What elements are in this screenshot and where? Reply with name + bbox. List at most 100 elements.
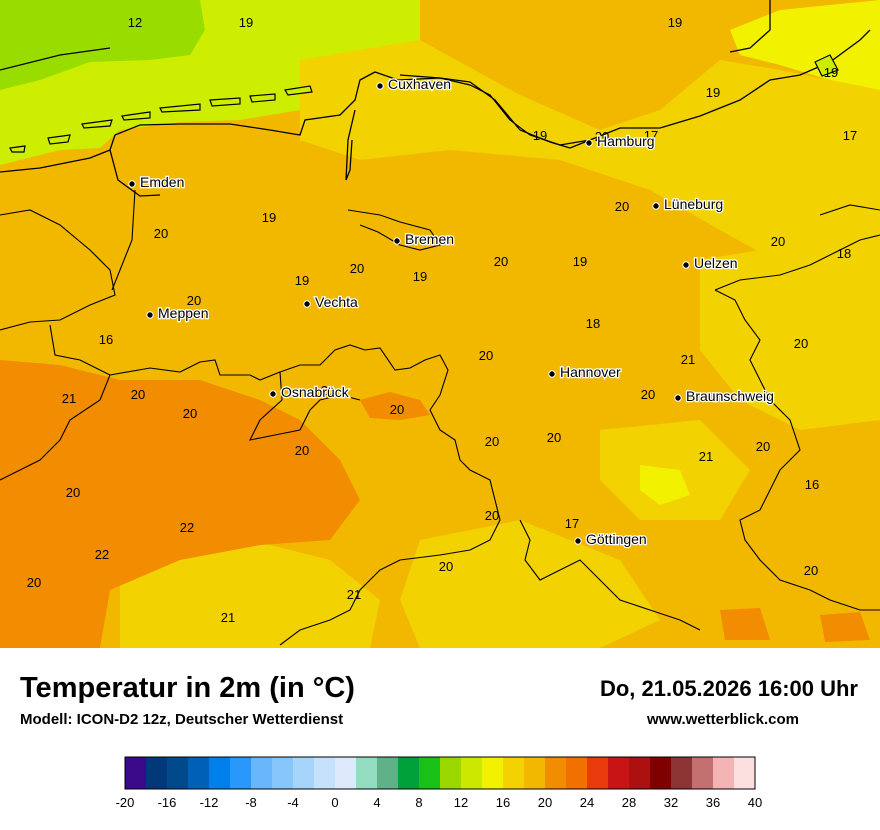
- temperature-value: 20: [479, 348, 493, 363]
- temperature-value: 20: [794, 336, 808, 351]
- temperature-value: 21: [347, 587, 361, 602]
- temperature-value: 17: [644, 128, 658, 143]
- temperature-value: 21: [699, 449, 713, 464]
- city-braunschweig: Braunschweig: [674, 387, 775, 405]
- legend-swatch: [398, 757, 420, 789]
- legend-swatch: [272, 757, 294, 789]
- city-label: Göttingen: [586, 531, 647, 547]
- temperature-labels: 12 19 19 19 19 17 17 19 20 20 19 20 20 18 20 19 20 19 19 20…: [27, 15, 857, 625]
- legend-tick-label: -20: [116, 795, 135, 810]
- city-label: Cuxhaven: [388, 76, 451, 92]
- temperature-value: 19: [262, 210, 276, 225]
- temperature-value: 20: [27, 575, 41, 590]
- temperature-value: 20: [131, 387, 145, 402]
- legend-swatch: [419, 757, 441, 789]
- warm-spot-east: [820, 612, 870, 642]
- temperature-value: 21: [321, 383, 335, 398]
- legend-tick-label: 16: [496, 795, 510, 810]
- temperature-value: 20: [494, 254, 508, 269]
- city-marker-dot: [674, 394, 682, 402]
- temperature-value: 20: [641, 387, 655, 402]
- temperature-value: 20: [183, 406, 197, 421]
- legend-tick-label: -12: [200, 795, 219, 810]
- temperature-value: 20: [595, 129, 609, 144]
- city-label: Vechta: [315, 294, 358, 310]
- city-marker-dot: [146, 311, 154, 319]
- city-emden: Emden: [128, 173, 186, 191]
- legend-swatch: [230, 757, 252, 789]
- warm-spot-southeast: [720, 608, 770, 640]
- city-cuxhaven: Cuxhaven: [376, 75, 452, 93]
- city-vechta: Vechta: [303, 293, 359, 311]
- legend-tick-label: 0: [331, 795, 338, 810]
- city-label: Hannover: [560, 364, 621, 380]
- northeast-cool-area: [730, 0, 880, 90]
- temperature-value: 20: [66, 485, 80, 500]
- city-label: Lüneburg: [664, 196, 723, 212]
- legend-tick-label: 24: [580, 795, 594, 810]
- city-marker-dot: [269, 390, 277, 398]
- city-osnabrueck: Osnabrück: [269, 383, 351, 401]
- temperature-value: 20: [350, 261, 364, 276]
- legend-tick-label: 8: [415, 795, 422, 810]
- temperature-value: 18: [837, 246, 851, 261]
- temperature-value: 18: [586, 316, 600, 331]
- city-marker-dot: [574, 537, 582, 545]
- temperature-value: 20: [295, 443, 309, 458]
- temperature-value: 12: [128, 15, 142, 30]
- legend-tick-label: 28: [622, 795, 636, 810]
- temperature-value: 16: [805, 477, 819, 492]
- legend-swatch: [440, 757, 462, 789]
- temperature-value: 19: [668, 15, 682, 30]
- city-meppen: Meppen: [146, 304, 210, 322]
- legend-swatch: [356, 757, 378, 789]
- temperature-value: 19: [824, 65, 838, 80]
- temperature-value: 17: [843, 128, 857, 143]
- legend-swatch: [650, 757, 672, 789]
- city-bremen: Bremen: [393, 230, 455, 248]
- temperature-value: 19: [573, 254, 587, 269]
- temperature-value: 22: [180, 520, 194, 535]
- city-label: Osnabrück: [281, 384, 350, 400]
- temperature-map: 12 19 19 19 19 17 17 19 20 20 19 20 20 18 20 19 20 19 19 20…: [0, 0, 880, 648]
- temperature-value: 20: [756, 439, 770, 454]
- temperature-value: 22: [95, 547, 109, 562]
- legend-swatch: [545, 757, 567, 789]
- legend-swatch: [167, 757, 189, 789]
- borders: [0, 189, 880, 646]
- model-info: Modell: ICON-D2 12z, Deutscher Wetterdie…: [20, 711, 344, 728]
- city-markers: Cuxhaven Hamburg Emden Lüneburg Bremen Uelzen…: [128, 75, 775, 548]
- cool-spot-harz: [640, 465, 690, 505]
- legend-tick-label: -4: [287, 795, 299, 810]
- temperature-value: 20: [485, 508, 499, 523]
- legend-swatch: [146, 757, 168, 789]
- legend-swatch: [209, 757, 231, 789]
- temperature-value: 19: [706, 85, 720, 100]
- temperature-value: 20: [615, 199, 629, 214]
- city-marker-dot: [303, 300, 311, 308]
- legend-swatch: [314, 757, 336, 789]
- temperature-value: 21: [62, 391, 76, 406]
- legend-swatch: [713, 757, 735, 789]
- legend-tick-label: -8: [245, 795, 257, 810]
- legend-swatch: [734, 757, 756, 789]
- temperature-value: 19: [295, 273, 309, 288]
- legend-swatch: [692, 757, 714, 789]
- city-label: Braunschweig: [686, 388, 774, 404]
- temperature-value: 20: [439, 559, 453, 574]
- legend-tick-label: -16: [158, 795, 177, 810]
- temperature-value: 16: [99, 332, 113, 347]
- legend-swatch: [671, 757, 693, 789]
- city-hannover: Hannover: [548, 363, 622, 381]
- website-link[interactable]: www.wetterblick.com: [647, 711, 799, 728]
- light-zone-east: [700, 230, 880, 430]
- legend-tick-label: 20: [538, 795, 552, 810]
- legend-tick-label: 12: [454, 795, 468, 810]
- temperature-value: 20: [547, 430, 561, 445]
- temperature-value: 20: [771, 234, 785, 249]
- legend-swatch: [524, 757, 546, 789]
- city-label: Emden: [140, 174, 184, 190]
- legend-swatch: [629, 757, 651, 789]
- temperature-value: 20: [390, 402, 404, 417]
- city-goettingen: Göttingen: [574, 530, 648, 548]
